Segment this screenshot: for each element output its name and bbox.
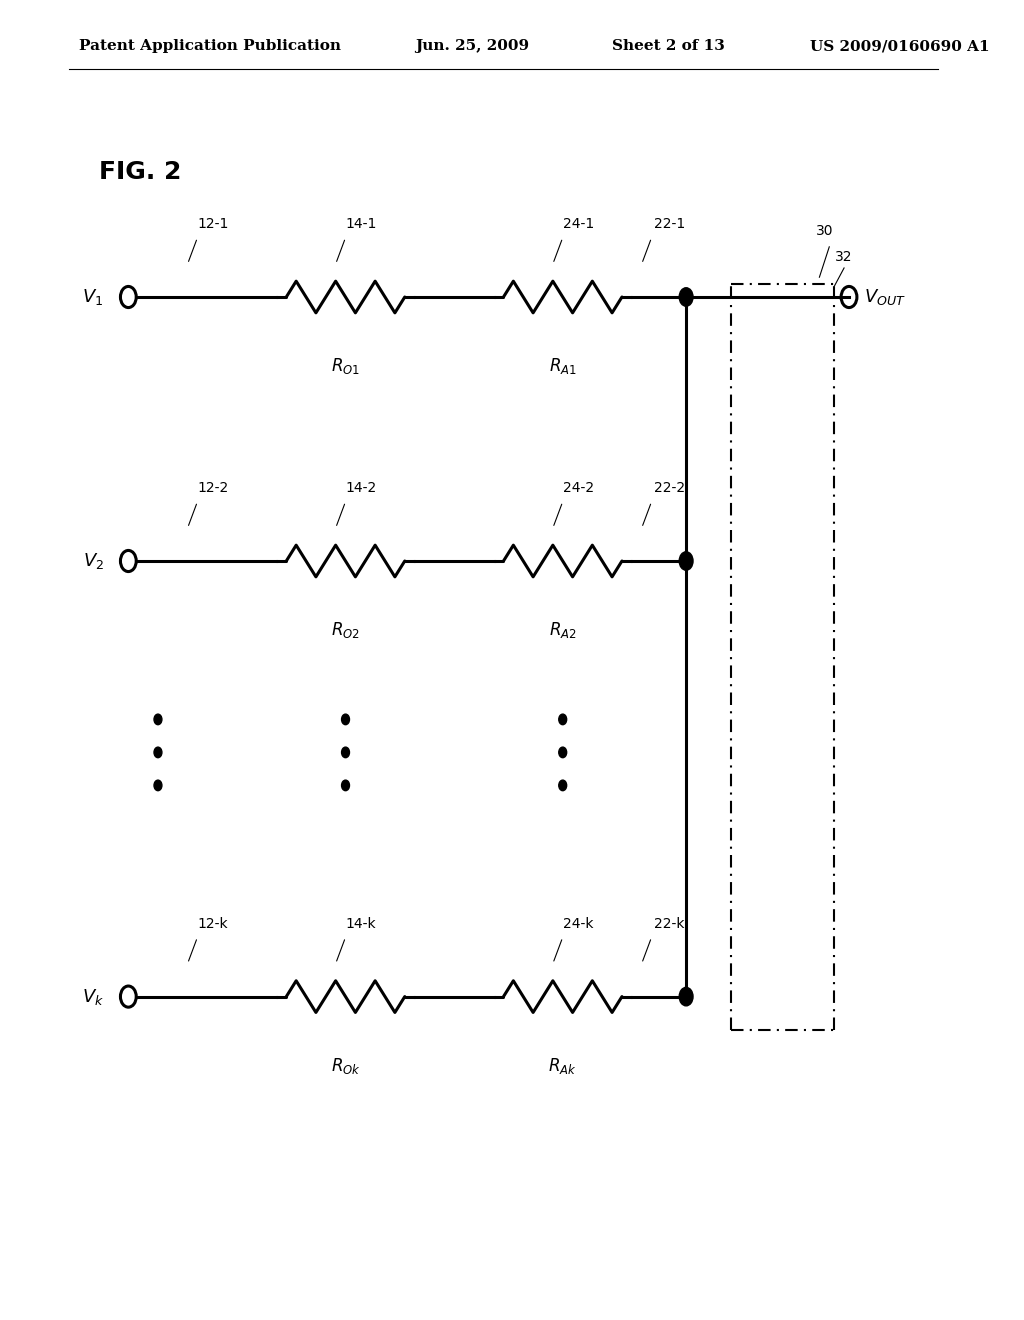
Text: $R_{A1}$: $R_{A1}$ bbox=[549, 356, 577, 376]
Circle shape bbox=[559, 747, 566, 758]
Text: Patent Application Publication: Patent Application Publication bbox=[79, 40, 341, 53]
Text: Sheet 2 of 13: Sheet 2 of 13 bbox=[612, 40, 725, 53]
Text: $R_{A2}$: $R_{A2}$ bbox=[549, 620, 577, 640]
Text: 22-k: 22-k bbox=[653, 916, 684, 931]
Text: 22-1: 22-1 bbox=[653, 216, 685, 231]
Text: US 2009/0160690 A1: US 2009/0160690 A1 bbox=[810, 40, 989, 53]
Circle shape bbox=[342, 714, 349, 725]
Text: $V_{OUT}$: $V_{OUT}$ bbox=[864, 286, 906, 308]
Text: 14-2: 14-2 bbox=[345, 480, 377, 495]
Circle shape bbox=[154, 747, 162, 758]
Text: FIG. 2: FIG. 2 bbox=[98, 160, 181, 183]
Text: 24-k: 24-k bbox=[563, 916, 593, 931]
Circle shape bbox=[679, 552, 693, 570]
Text: $R_{Ok}$: $R_{Ok}$ bbox=[331, 1056, 360, 1076]
Text: $V_k$: $V_k$ bbox=[82, 986, 103, 1007]
Text: $V_1$: $V_1$ bbox=[83, 286, 103, 308]
Text: 14-k: 14-k bbox=[345, 916, 376, 931]
Text: 30: 30 bbox=[815, 223, 834, 238]
Text: $R_{Ak}$: $R_{Ak}$ bbox=[549, 1056, 578, 1076]
Text: 12-2: 12-2 bbox=[198, 480, 228, 495]
Text: Jun. 25, 2009: Jun. 25, 2009 bbox=[415, 40, 528, 53]
Text: 32: 32 bbox=[836, 249, 853, 264]
Text: $R_{O2}$: $R_{O2}$ bbox=[331, 620, 360, 640]
Text: $V_2$: $V_2$ bbox=[83, 550, 103, 572]
Text: 12-k: 12-k bbox=[198, 916, 228, 931]
Circle shape bbox=[559, 714, 566, 725]
Circle shape bbox=[342, 780, 349, 791]
Circle shape bbox=[154, 780, 162, 791]
Circle shape bbox=[559, 780, 566, 791]
Circle shape bbox=[342, 747, 349, 758]
Text: 22-2: 22-2 bbox=[653, 480, 685, 495]
Text: 12-1: 12-1 bbox=[198, 216, 228, 231]
Text: 24-2: 24-2 bbox=[563, 480, 594, 495]
Circle shape bbox=[154, 714, 162, 725]
Text: $R_{O1}$: $R_{O1}$ bbox=[331, 356, 360, 376]
Text: 14-1: 14-1 bbox=[345, 216, 377, 231]
Circle shape bbox=[679, 987, 693, 1006]
Text: 24-1: 24-1 bbox=[563, 216, 594, 231]
Circle shape bbox=[679, 288, 693, 306]
